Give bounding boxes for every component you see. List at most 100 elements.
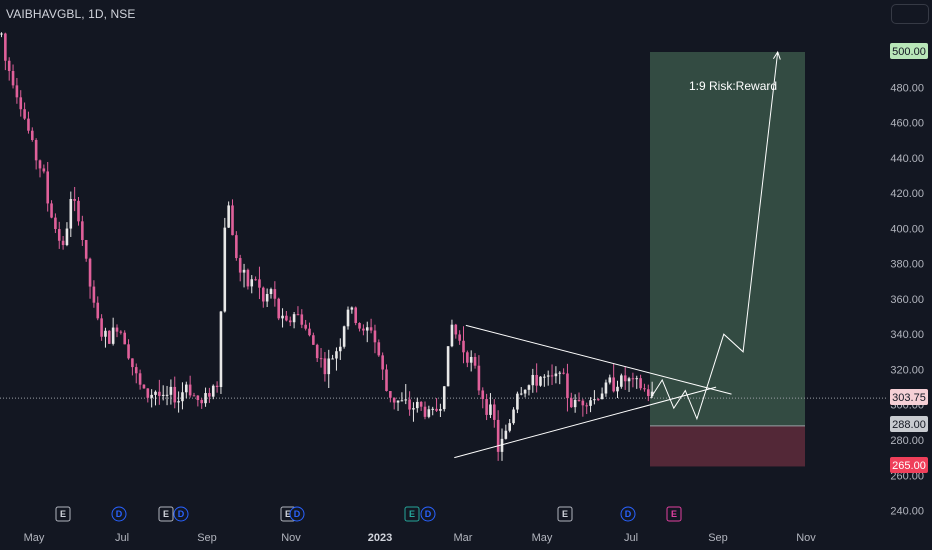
candle — [181, 382, 184, 410]
candle — [281, 308, 284, 328]
candle — [335, 347, 338, 371]
candle — [277, 297, 280, 321]
candle — [623, 366, 627, 390]
candle — [419, 401, 423, 411]
candle — [200, 398, 203, 409]
candle — [300, 309, 304, 329]
projection-path[interactable] — [650, 50, 781, 421]
current-price-label: 303.75 — [892, 392, 926, 404]
candle — [358, 322, 361, 332]
price-tick-label: 320.00 — [890, 364, 924, 376]
dividend-marker[interactable]: D — [620, 506, 636, 522]
candle — [416, 397, 419, 413]
candle — [539, 376, 542, 387]
candle — [204, 387, 207, 407]
candle — [450, 319, 454, 348]
candle — [46, 162, 49, 212]
target-price-label: 500.00 — [892, 46, 926, 58]
projection-line[interactable] — [650, 51, 779, 421]
price-tick-label: 480.00 — [890, 82, 924, 94]
candle — [115, 324, 119, 338]
candle — [647, 384, 650, 402]
candle — [570, 392, 573, 409]
candle — [523, 389, 527, 398]
candlestick-series — [0, 32, 654, 461]
time-axis[interactable]: May Jul Sep Nov 2023 Mar May Jul Sep Nov — [24, 532, 817, 544]
candle — [639, 374, 642, 391]
candle — [423, 401, 427, 420]
candle — [527, 384, 531, 396]
time-tick-label: May — [532, 532, 553, 544]
candle — [546, 370, 550, 386]
candle — [165, 385, 169, 406]
earnings-marker[interactable]: E — [158, 506, 174, 522]
price-tick-label: 280.00 — [890, 435, 924, 447]
earnings-marker[interactable]: E — [404, 506, 420, 522]
candle — [96, 296, 100, 321]
earnings-marker[interactable]: E — [55, 506, 71, 522]
time-tick-label: Nov — [796, 532, 816, 544]
candle — [558, 371, 562, 385]
candle — [458, 330, 461, 345]
candle — [208, 387, 211, 403]
candle — [373, 324, 377, 354]
candle — [462, 326, 465, 364]
price-tick-label: 260.00 — [890, 470, 924, 482]
dividend-marker[interactable]: D — [289, 506, 305, 522]
candle — [535, 363, 538, 393]
candle — [188, 375, 192, 398]
svg-text:D: D — [625, 509, 632, 519]
candle — [211, 384, 215, 400]
candle — [339, 338, 342, 360]
candle — [392, 397, 396, 410]
stop-zone[interactable] — [650, 425, 805, 467]
candle — [543, 374, 546, 387]
candle — [73, 186, 76, 212]
candle — [612, 363, 615, 393]
candle — [377, 339, 381, 357]
target-zone[interactable] — [650, 52, 805, 426]
candle — [562, 368, 565, 375]
candle — [346, 306, 350, 330]
triangle-pattern[interactable] — [454, 324, 732, 459]
candle — [185, 381, 188, 399]
trendline-lower[interactable] — [454, 386, 717, 459]
candle — [412, 402, 415, 422]
earnings-marker[interactable]: E — [666, 506, 682, 522]
candle — [269, 287, 273, 299]
dividend-marker[interactable]: D — [111, 506, 127, 522]
candle — [504, 424, 508, 440]
candle — [238, 254, 242, 282]
candle — [439, 403, 442, 418]
candle — [431, 406, 434, 416]
candle — [512, 407, 515, 425]
candle — [192, 392, 196, 397]
candle — [146, 388, 150, 403]
candle — [635, 375, 639, 389]
candle — [262, 286, 265, 308]
risk-reward-label: 1:9 Risk:Reward — [689, 79, 777, 93]
candle — [61, 235, 65, 250]
candle — [77, 196, 80, 226]
candle — [312, 332, 315, 345]
candle — [15, 77, 19, 104]
price-axis[interactable]: 500.00 480.00 460.00 440.00 420.00 400.00 380.… — [890, 47, 924, 518]
candle — [496, 410, 500, 461]
candle — [435, 398, 438, 412]
candle — [11, 64, 15, 89]
price-tick-label: 400.00 — [890, 223, 924, 235]
time-tick-label: 2023 — [368, 532, 392, 544]
dividend-marker[interactable]: D — [173, 506, 189, 522]
earnings-marker[interactable]: E — [557, 506, 573, 522]
time-tick-label: Sep — [708, 532, 728, 544]
chart-settings-button[interactable] — [891, 4, 929, 24]
dividend-marker[interactable]: D — [420, 506, 436, 522]
svg-text:E: E — [671, 509, 677, 519]
current-price-tag: 303.75 — [890, 389, 928, 405]
svg-text:E: E — [285, 509, 291, 519]
trendline-upper[interactable] — [465, 324, 732, 395]
price-tick-label: 360.00 — [890, 294, 924, 306]
candle — [42, 164, 46, 174]
candle — [138, 369, 142, 390]
